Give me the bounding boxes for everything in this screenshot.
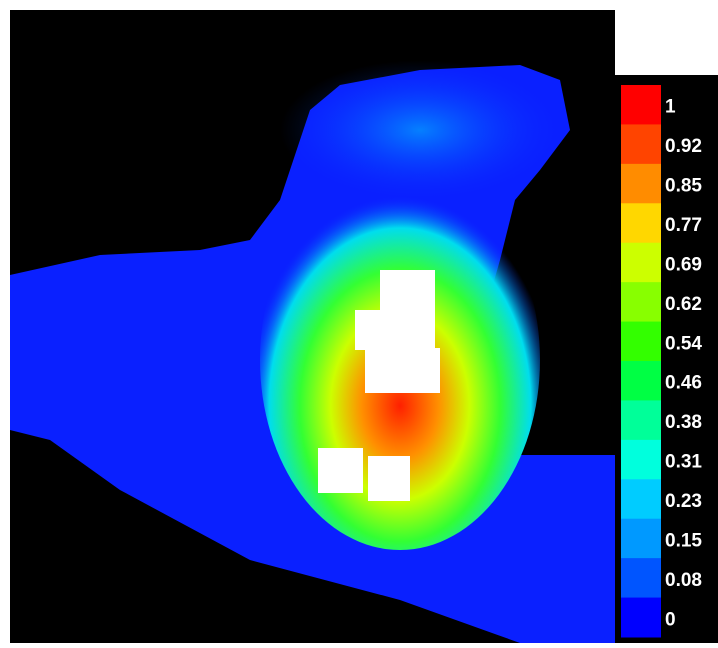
masked-cell [355,310,435,350]
colorbar-segment [621,440,661,480]
colorbar-tick-label: 0.38 [665,412,702,433]
colorbar-tick-label: 0.69 [665,254,702,275]
colorbar-tick-label: 0.08 [665,570,702,591]
colorbar-tick-label: 0.92 [665,136,702,157]
colorbar-tick-label: 0.31 [665,452,702,473]
colorbar-tick-label: 0.62 [665,294,702,315]
colorbar-tick-label: 0.85 [665,176,702,197]
colorbar-segment [621,124,661,164]
masked-cell [365,348,440,393]
colorbar-segment [621,322,661,362]
colorbar-segment [621,361,661,401]
colorbar-segment [621,243,661,283]
colorbar-segment [621,400,661,440]
colorbar-segment [621,164,661,204]
colorbar-segment [621,558,661,598]
colorbar-tick-label: 0.54 [665,333,702,354]
page: {"colorbar": {"ticks": [1, 0.92, 0.85, 0… [0,0,718,648]
colorbar-segment [621,479,661,519]
colorbar-segment [621,519,661,559]
colorbar-segment [621,203,661,243]
colorbar-tick-label: 0.46 [665,373,702,394]
masked-cell [380,270,435,312]
colorbar-tick-label: 0.77 [665,215,702,236]
colorbar-tick-label: 0 [665,609,676,630]
colorbar-segment [621,282,661,322]
colorbar-segment [621,598,661,638]
colorbar-segment [621,85,661,125]
masked-cell [368,456,410,501]
colorbar-tick-label: 0.15 [665,530,702,551]
colorbar-tick-label: 0.23 [665,491,702,512]
map-figure: 1 0.92 0.85 0.77 0.69 0.62 0.54 0.46 0.38 0.31 0.2… [0,0,718,643]
masked-cell [318,448,363,493]
colorbar-tick-label: 1 [665,97,676,118]
